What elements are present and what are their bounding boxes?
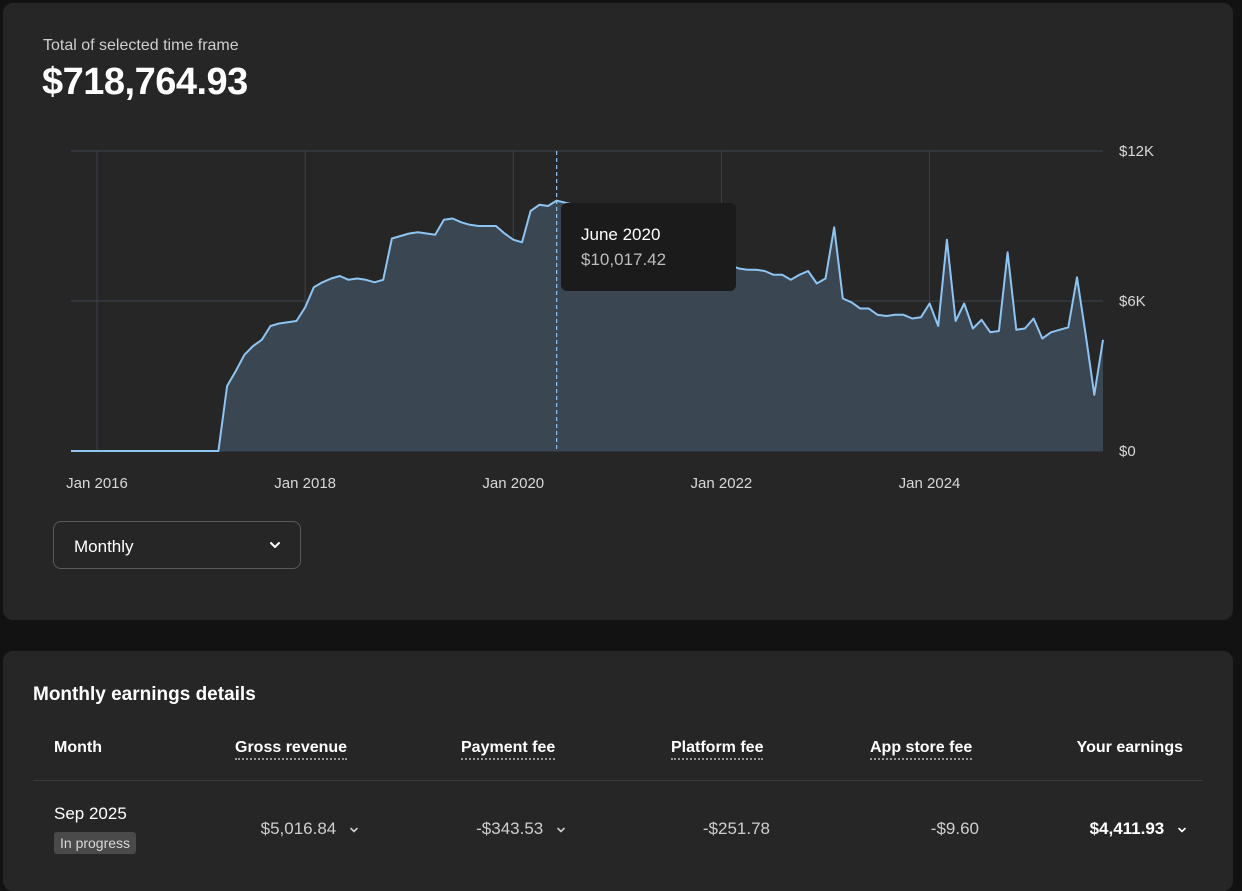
app-store-fee-value: -$9.60 [930,819,979,838]
tooltip-value: $10,017.42 [581,250,667,269]
x-tick-label: Jan 2020 [482,475,544,492]
total-value: $718,764.93 [42,61,248,103]
col-app-store-fee[interactable]: App store fee [870,739,973,760]
chevron-down-icon [557,827,565,833]
tooltip-month: June 2020 [581,225,661,244]
earnings-chart-card: Total of selected time frame $718,764.93… [3,3,1233,620]
col-your-earnings: Your earnings [1076,739,1183,756]
payment-fee-cell[interactable]: -$343.53 [476,819,566,839]
status-badge: In progress [54,832,137,854]
gross-revenue-value: $5,016.84 [260,819,337,838]
earnings-area [71,200,1103,451]
platform-fee-value: -$251.78 [702,819,770,838]
y-tick-label: $0 [1119,443,1136,460]
x-tick-label: Jan 2022 [691,475,753,492]
earnings-chart[interactable]: $0 $6K $12K Jan 2016 Jan 2018 Jan 2020 Jan 202… [3,3,1233,620]
gross-revenue-cell[interactable]: $5,016.84 [261,819,359,839]
col-gross-revenue[interactable]: Gross revenue [235,739,348,760]
x-tick-label: Jan 2024 [899,475,961,492]
chevron-down-icon [1178,827,1186,833]
period-select-value: Monthly [74,537,134,556]
chevron-down-icon [270,542,280,548]
header-divider [33,780,1203,781]
period-select[interactable]: Monthly [53,521,301,569]
row-month: Sep 2025 [54,804,127,823]
y-tick-label: $12K [1119,143,1154,160]
details-title: Monthly earnings details [33,684,256,705]
col-payment-fee[interactable]: Payment fee [461,739,556,760]
chevron-down-icon [350,827,358,833]
y-tick-label: $6K [1119,293,1146,310]
col-month: Month [54,739,102,756]
payment-fee-value: -$343.53 [476,819,544,838]
monthly-details-card: Monthly earnings details Month Gross rev… [3,651,1233,891]
total-label: Total of selected time frame [43,37,239,54]
x-tick-label: Jan 2016 [66,475,128,492]
col-platform-fee[interactable]: Platform fee [671,739,764,760]
your-earnings-value: $4,411.93 [1089,819,1165,838]
x-tick-label: Jan 2018 [274,475,336,492]
chart-tooltip: June 2020 $10,017.42 [561,203,736,291]
your-earnings-cell[interactable]: $4,411.93 [1090,819,1187,839]
